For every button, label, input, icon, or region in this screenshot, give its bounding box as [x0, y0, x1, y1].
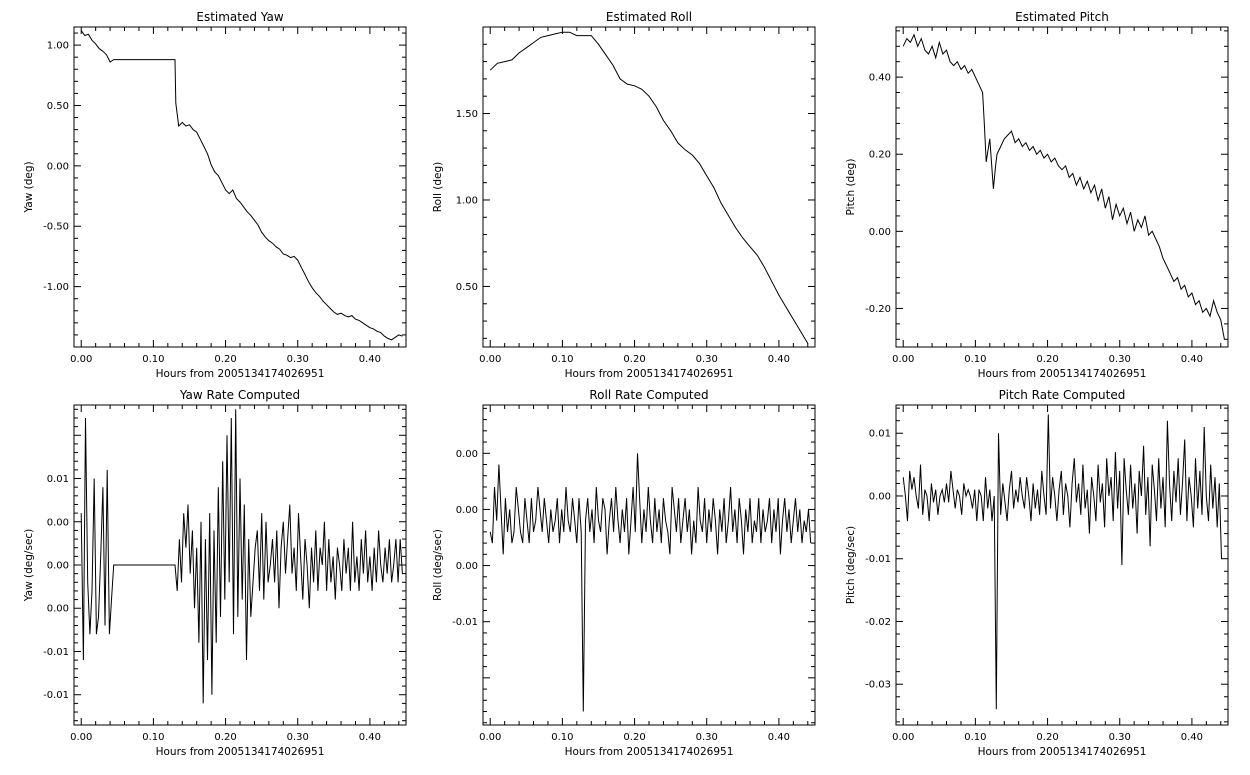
x-tick-label: 0.10: [551, 354, 573, 365]
y-tick-label: 0.00: [47, 517, 69, 528]
chart-panel-2: Estimated Roll Hours from 200513417402695…: [432, 10, 816, 380]
y-tick-label: 0.20: [869, 150, 891, 161]
x-axis-label: Hours from 2005134174026951: [978, 368, 1147, 380]
x-axis-label: Hours from 2005134174026951: [978, 746, 1147, 758]
series-line: [489, 453, 812, 712]
y-axis-label: Roll (deg/sec): [432, 529, 444, 601]
plot-frame: [895, 26, 1229, 348]
chart-title: Estimated Roll: [606, 10, 692, 24]
x-tick-label: 0.30: [287, 732, 309, 743]
x-axis-label: Hours from 2005134174026951: [565, 368, 734, 380]
x-tick-label: 0.10: [142, 732, 164, 743]
x-tick-label: 0.30: [287, 354, 309, 365]
y-tick-label: 0.01: [869, 429, 891, 440]
y-tick-label: 0.50: [456, 282, 478, 293]
y-tick-label: -0.01: [865, 554, 891, 565]
y-tick-label: 0.00: [869, 491, 891, 502]
plot-frame: [482, 404, 816, 726]
y-axis-label: Roll (deg): [432, 162, 444, 212]
x-tick-label: 0.00: [892, 354, 914, 365]
x-tick-label: 0.40: [768, 354, 790, 365]
y-tick-label: -0.01: [43, 690, 69, 701]
x-tick-label: 0.40: [1181, 732, 1203, 743]
y-tick-label: 0.01: [47, 474, 69, 485]
x-tick-label: 0.40: [768, 732, 790, 743]
x-axis-label: Hours from 2005134174026951: [565, 746, 734, 758]
x-tick-label: 0.00: [70, 354, 92, 365]
y-tick-label: -0.20: [865, 304, 891, 315]
x-tick-label: 0.30: [696, 732, 718, 743]
x-tick-label: 0.20: [623, 732, 645, 743]
y-tick-label: 1.00: [47, 41, 69, 52]
x-tick-label: 0.30: [696, 354, 718, 365]
x-tick-label: 0.40: [1181, 354, 1203, 365]
series-line: [80, 30, 403, 341]
y-tick-label: 0.00: [456, 449, 478, 460]
chart-panel-5: Roll Rate Computed Hours from 20051341740…: [432, 388, 816, 758]
chart-panel-4: Yaw Rate Computed Hours from 200513417402…: [23, 388, 407, 758]
x-tick-label: 0.20: [623, 354, 645, 365]
series-line: [902, 33, 1225, 340]
y-tick-label: -0.02: [865, 617, 891, 628]
plot-frame: [73, 26, 407, 348]
y-axis-label: Yaw (deg): [23, 161, 35, 213]
series-line: [80, 409, 403, 704]
chart-title: Estimated Yaw: [196, 10, 283, 24]
y-tick-label: 0.00: [47, 604, 69, 615]
x-tick-label: 0.40: [359, 732, 381, 743]
y-tick-label: 0.00: [869, 227, 891, 238]
plot-frame: [895, 404, 1229, 726]
y-tick-label: 0.00: [456, 561, 478, 572]
y-tick-label: -1.00: [43, 282, 69, 293]
series-line: [489, 31, 809, 344]
y-tick-label: 0.50: [47, 101, 69, 112]
chart-title: Yaw Rate Computed: [179, 388, 300, 402]
x-tick-label: 0.20: [1036, 732, 1058, 743]
x-tick-label: 0.10: [964, 732, 986, 743]
y-axis-label: Yaw (deg/sec): [23, 529, 35, 603]
y-tick-label: -0.03: [865, 680, 891, 691]
chart-panel-1: Estimated Yaw Hours from 2005134174026951…: [23, 10, 407, 380]
x-tick-label: 0.20: [1036, 354, 1058, 365]
chart-title: Estimated Pitch: [1015, 10, 1109, 24]
y-tick-label: -0.01: [452, 617, 478, 628]
y-tick-label: 0.00: [456, 505, 478, 516]
y-tick-label: 1.00: [456, 195, 478, 206]
x-tick-label: 0.00: [70, 732, 92, 743]
chart-panel-6: Pitch Rate Computed Hours from 2005134174…: [845, 388, 1229, 758]
x-axis-label: Hours from 2005134174026951: [156, 746, 325, 758]
y-tick-label: 1.50: [456, 109, 478, 120]
series-line: [902, 414, 1222, 710]
y-tick-label: -0.01: [43, 647, 69, 658]
y-axis-label: Pitch (deg): [845, 159, 857, 216]
x-tick-label: 0.10: [551, 732, 573, 743]
x-tick-label: 0.20: [214, 732, 236, 743]
chart-title: Roll Rate Computed: [589, 388, 708, 402]
x-tick-label: 0.10: [142, 354, 164, 365]
x-tick-label: 0.30: [1109, 354, 1131, 365]
x-tick-label: 0.00: [892, 732, 914, 743]
x-tick-label: 0.20: [214, 354, 236, 365]
plot-frame: [482, 26, 816, 348]
x-tick-label: 0.30: [1109, 732, 1131, 743]
y-tick-label: 0.00: [47, 161, 69, 172]
chart-title: Pitch Rate Computed: [999, 388, 1126, 402]
y-axis-label: Pitch (deg/sec): [845, 526, 857, 604]
y-tick-label: -0.50: [43, 222, 69, 233]
x-tick-label: 0.40: [359, 354, 381, 365]
chart-panel-3: Estimated Pitch Hours from 20051341740269…: [845, 10, 1229, 380]
y-tick-label: 0.00: [47, 561, 69, 572]
x-axis-label: Hours from 2005134174026951: [156, 368, 325, 380]
x-tick-label: 0.10: [964, 354, 986, 365]
x-tick-label: 0.00: [479, 354, 501, 365]
y-tick-label: 0.40: [869, 73, 891, 84]
x-tick-label: 0.00: [479, 732, 501, 743]
